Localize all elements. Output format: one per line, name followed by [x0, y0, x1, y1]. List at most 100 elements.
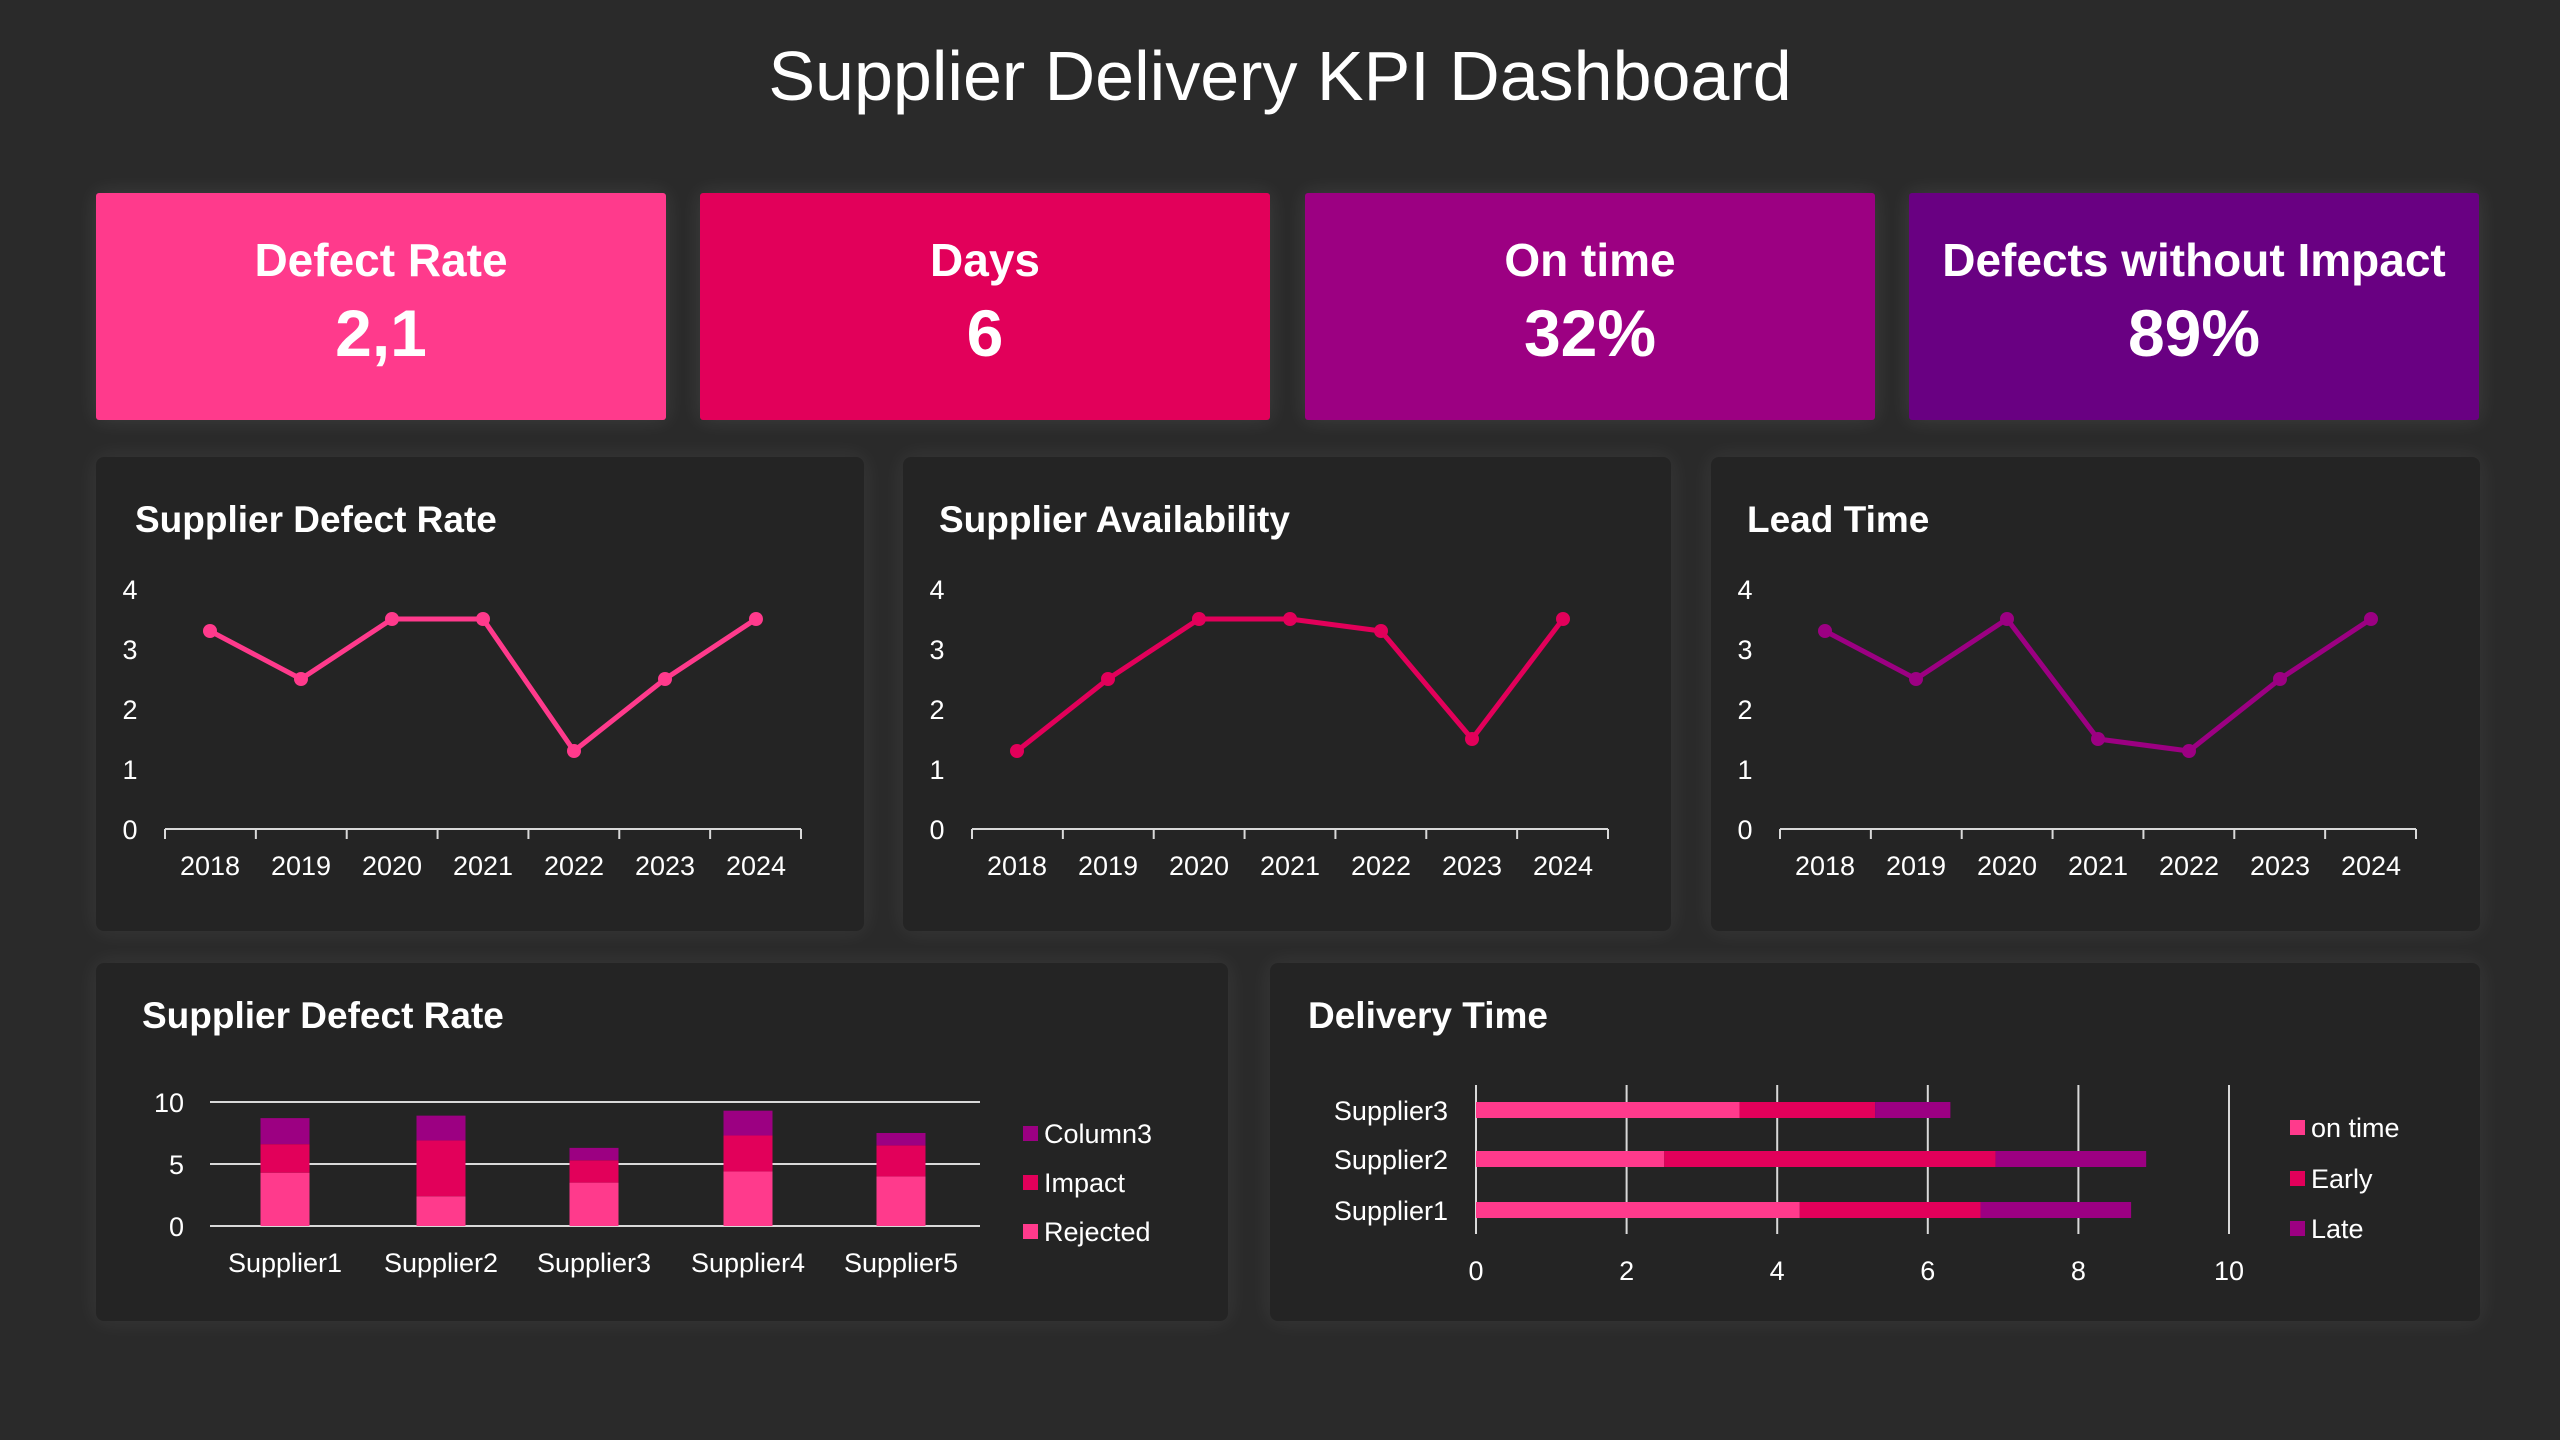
data-point: [1909, 672, 1923, 686]
chart-title: Delivery Time: [1308, 995, 1548, 1036]
y-tick-label: 3: [1737, 635, 1752, 665]
legend-label: on time: [2311, 1113, 2400, 1143]
y-tick-label: 0: [169, 1212, 184, 1242]
bar-segment: [1739, 1102, 1876, 1118]
kpi-card-days[interactable]: Days 6: [700, 193, 1270, 420]
chart-title: Supplier Defect Rate: [142, 995, 504, 1036]
x-tick-label: 2022: [544, 851, 604, 881]
legend-swatch: [2290, 1120, 2305, 1135]
y-tick-label: 0: [929, 815, 944, 845]
y-tick-label: 3: [122, 635, 137, 665]
data-point: [1192, 612, 1206, 626]
bar-segment: [260, 1118, 310, 1145]
kpi-label: Days: [930, 234, 1040, 286]
y-tick-label: 10: [154, 1088, 184, 1118]
kpi-label: On time: [1504, 234, 1676, 286]
data-point: [1818, 624, 1832, 638]
data-point: [2273, 672, 2287, 686]
legend-label: Early: [2311, 1164, 2373, 1194]
y-tick-label: 2: [929, 695, 944, 725]
lead-time-line-panel: Lead Time 0 1 2 3 4 2018 2019 2020 2021 2022 2023 2…: [1711, 457, 2480, 931]
bar-segment: [876, 1176, 926, 1226]
legend-label: Column3: [1044, 1119, 1152, 1149]
x-tick-label: 2021: [2068, 851, 2128, 881]
x-tick-label: 2020: [1977, 851, 2037, 881]
y-tick-label: 0: [122, 815, 137, 845]
data-point: [203, 624, 217, 638]
bar-segment: [416, 1196, 466, 1226]
data-point: [476, 612, 490, 626]
bar-segment: [416, 1115, 466, 1141]
bar-segment: [260, 1172, 310, 1226]
chart-title: Lead Time: [1747, 499, 1930, 540]
bar-segment: [1995, 1151, 2147, 1167]
x-tick-label: 2021: [1260, 851, 1320, 881]
legend-swatch: [1023, 1224, 1038, 1239]
data-point: [1374, 624, 1388, 638]
series-line: [208, 616, 758, 755]
legend-label: Late: [2311, 1214, 2364, 1244]
supplier-defect-rate-bar-panel: Supplier Defect Rate 0 5 10 Supplier1 Suppli…: [96, 963, 1228, 1321]
x-tick-label: Supplier4: [691, 1248, 805, 1278]
bar-segment: [876, 1133, 926, 1146]
bar-segment: [416, 1140, 466, 1197]
data-point: [1101, 672, 1115, 686]
data-point: [2091, 732, 2105, 746]
x-tick-label: 2024: [2341, 851, 2401, 881]
x-tick-label: 2020: [362, 851, 422, 881]
kpi-card-defect-rate[interactable]: Defect Rate 2,1: [96, 193, 666, 420]
x-tick-label: 2024: [1533, 851, 1593, 881]
data-point: [2364, 612, 2378, 626]
chart-title: Supplier Defect Rate: [135, 499, 497, 540]
kpi-value: 89%: [2127, 296, 2261, 370]
y-tick-label: Supplier3: [1334, 1096, 1448, 1126]
bar-segment: [260, 1144, 310, 1173]
bar-segment: [1476, 1202, 1800, 1218]
kpi-value: 2,1: [335, 296, 427, 370]
x-tick-label: Supplier3: [537, 1248, 651, 1278]
legend-swatch: [2290, 1171, 2305, 1186]
y-tick-label: 0: [1737, 815, 1752, 845]
data-point: [2000, 612, 2014, 626]
x-tick-label: 2022: [1351, 851, 1411, 881]
y-tick-label: 4: [929, 575, 944, 605]
bar-segment: [1476, 1102, 1740, 1118]
x-tick-label: Supplier5: [844, 1248, 958, 1278]
x-tick-label: 0: [1468, 1256, 1483, 1286]
x-tick-label: 6: [1920, 1256, 1935, 1286]
x-tick-label: 2024: [726, 851, 786, 881]
kpi-card-defects-without-impact[interactable]: Defects without Impact 89%: [1909, 193, 2479, 420]
bar-segment: [1980, 1202, 2132, 1218]
bar-segment: [569, 1147, 619, 1161]
x-tick-label: 2020: [1169, 851, 1229, 881]
supplier-defect-rate-line-panel: Supplier Defect Rate 0 1 2 3 4 2018 2019 2020 20…: [96, 457, 864, 931]
legend-label: Impact: [1044, 1168, 1126, 1198]
delivery-time-bar-panel: Delivery Time 0 2 4 6 8 10 Supplier1 Supplier2 S…: [1270, 963, 2480, 1321]
x-tick-label: Supplier1: [228, 1248, 342, 1278]
x-tick-label: 10: [2214, 1256, 2244, 1286]
line-chart: 0 1 2 3 4 2018 2019 2020 2021 2022 2023 2024: [122, 575, 802, 881]
y-tick-label: 2: [122, 695, 137, 725]
y-tick-label: 4: [122, 575, 137, 605]
x-tick-label: Supplier2: [384, 1248, 498, 1278]
x-tick-label: 2023: [635, 851, 695, 881]
legend-swatch: [1023, 1126, 1038, 1141]
y-tick-label: 4: [1737, 575, 1752, 605]
line-chart: 0 1 2 3 4 2018 2019 2020 2021 2022 2023 2024: [929, 575, 1609, 881]
x-tick-label: 8: [2071, 1256, 2086, 1286]
bar-segment: [876, 1145, 926, 1177]
x-tick-label: 2023: [2250, 851, 2310, 881]
data-point: [1556, 612, 1570, 626]
x-tick-label: 2022: [2159, 851, 2219, 881]
data-point: [749, 612, 763, 626]
kpi-value: 32%: [1523, 296, 1657, 370]
dashboard-title: Supplier Delivery KPI Dashboard: [768, 37, 1792, 115]
legend-swatch: [2290, 1221, 2305, 1236]
x-tick-label: 2021: [453, 851, 513, 881]
y-tick-label: Supplier2: [1334, 1145, 1448, 1175]
bar-segment: [1875, 1102, 1951, 1118]
series-line: [1823, 615, 2373, 754]
kpi-label: Defect Rate: [254, 234, 508, 286]
x-tick-label: 2018: [180, 851, 240, 881]
kpi-card-on-time[interactable]: On time 32%: [1305, 193, 1875, 420]
